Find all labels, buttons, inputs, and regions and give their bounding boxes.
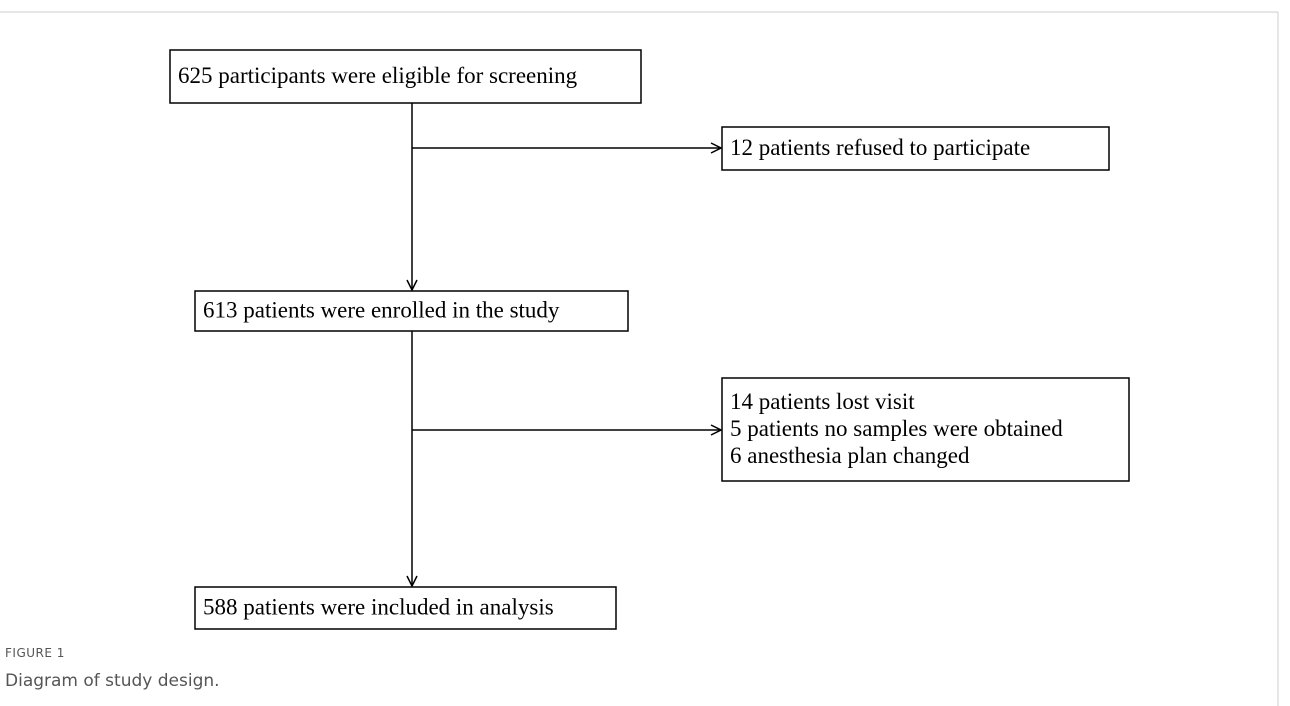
node: 625 participants were eligible for scree… xyxy=(169,49,642,104)
node-label: 12 patients refused to participate xyxy=(730,135,1030,160)
node-box xyxy=(194,586,617,630)
node-label: 613 patients were enrolled in the study xyxy=(203,297,560,322)
node: 613 patients were enrolled in the study xyxy=(194,290,629,332)
node-label: 588 patients were included in analysis xyxy=(203,594,554,619)
node: 12 patients refused to participate xyxy=(721,126,1110,171)
node: 588 patients were included in analysis xyxy=(194,586,617,630)
node-label: 6 anesthesia plan changed xyxy=(730,443,970,468)
caption-label: FIGURE 1 xyxy=(5,646,65,660)
caption-text: Diagram of study design. xyxy=(5,671,220,691)
node-box xyxy=(721,377,1130,482)
node-box xyxy=(169,49,642,104)
node-label: 5 patients no samples were obtained xyxy=(730,416,1063,441)
node-box xyxy=(721,126,1110,171)
node-label: 14 patients lost visit xyxy=(730,389,915,414)
node-box xyxy=(194,290,629,332)
node-label: 625 participants were eligible for scree… xyxy=(178,63,578,88)
